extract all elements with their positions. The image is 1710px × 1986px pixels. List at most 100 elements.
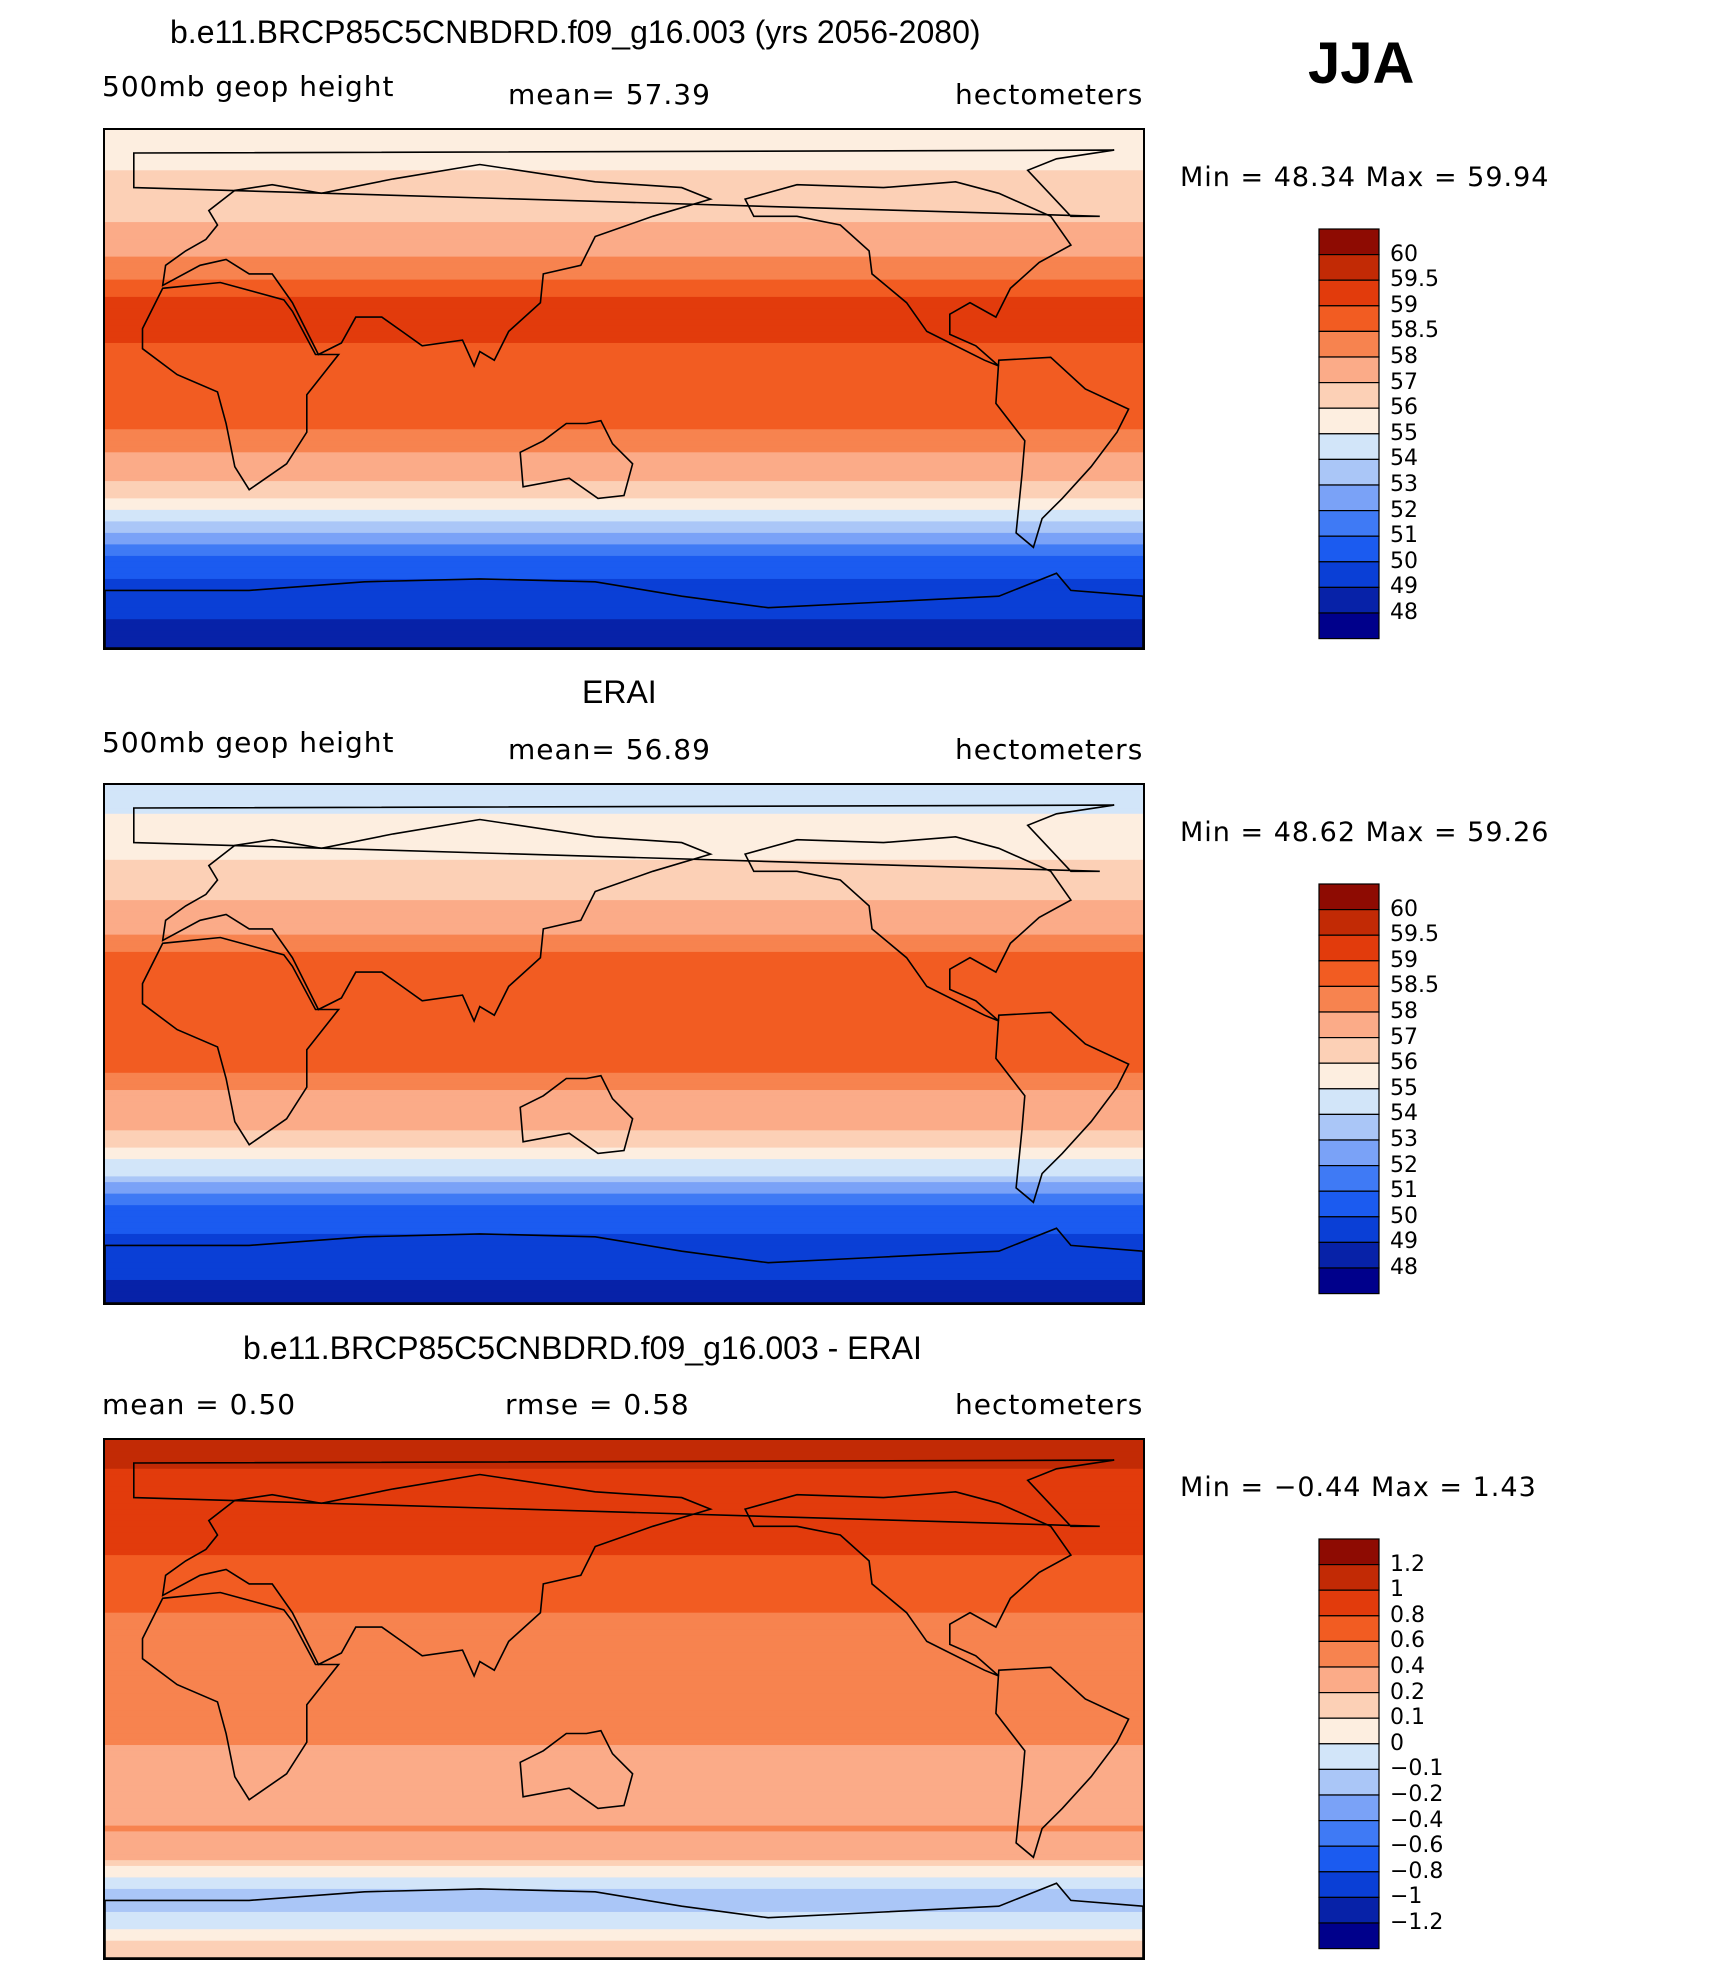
contour-band xyxy=(105,813,1143,821)
contour-band xyxy=(105,1888,1143,1896)
colorbar-tick-label: 59.5 xyxy=(1390,267,1439,293)
contour-band xyxy=(105,377,1143,384)
contour-band xyxy=(105,1555,1143,1562)
contour-band xyxy=(105,262,1143,269)
contour-band xyxy=(105,435,1143,442)
colorbar-swatch xyxy=(1318,1113,1380,1141)
contour-band xyxy=(105,578,1143,586)
contour-band xyxy=(105,1440,1143,1447)
contour-band xyxy=(105,1032,1143,1039)
contour-band xyxy=(105,992,1143,999)
colorbar-tick-label: −1 xyxy=(1390,1884,1423,1910)
contour-band xyxy=(105,1687,1143,1694)
contour-band xyxy=(105,1095,1143,1103)
colorbar-swatch xyxy=(1318,1794,1380,1822)
contour-band xyxy=(105,1176,1143,1183)
contour-band xyxy=(105,1595,1143,1602)
contour-band xyxy=(105,486,1143,494)
panel1-units-label: hectometers xyxy=(955,78,1144,111)
colorbar-tick-label: 59 xyxy=(1390,947,1418,973)
contour-band xyxy=(105,567,1143,574)
colorbar-swatch xyxy=(1318,612,1380,640)
contour-band xyxy=(105,1199,1143,1206)
contour-band xyxy=(105,1624,1143,1631)
colorbar-swatch xyxy=(1318,1267,1380,1295)
contour-band xyxy=(105,1543,1143,1550)
contour-band xyxy=(105,1842,1143,1850)
panel3-units-label: hectometers xyxy=(955,1388,1144,1421)
contour-band xyxy=(105,584,1143,592)
coastline xyxy=(105,1227,1143,1303)
contour-band xyxy=(105,865,1143,872)
colorbar-tick-label: 51 xyxy=(1390,523,1418,549)
contour-band xyxy=(105,216,1143,223)
contour-band xyxy=(105,383,1143,390)
contour-band xyxy=(105,1141,1143,1149)
colorbar-tick-label: 50 xyxy=(1390,548,1418,574)
contour-band xyxy=(105,440,1143,448)
contour-band xyxy=(105,1503,1143,1510)
colorbar-swatch xyxy=(1318,586,1380,614)
contour-band xyxy=(105,1704,1143,1712)
contour-band xyxy=(105,1268,1143,1275)
contour-band xyxy=(105,1205,1143,1212)
contour-band xyxy=(105,1153,1143,1160)
contour-band xyxy=(105,1825,1143,1832)
coastline xyxy=(519,419,634,500)
contour-band xyxy=(105,527,1143,534)
season-label: JJA xyxy=(1308,31,1415,96)
panel1-map xyxy=(103,128,1145,650)
contour-band xyxy=(105,1618,1143,1625)
colorbar-tick-label: 56 xyxy=(1390,395,1418,421)
panel2-title: ERAI xyxy=(582,674,657,710)
contour-band xyxy=(105,894,1143,901)
contour-band xyxy=(105,1228,1143,1235)
contour-band xyxy=(105,624,1143,632)
contour-band xyxy=(105,1641,1143,1648)
contour-band xyxy=(105,1612,1143,1620)
contour-band xyxy=(105,905,1143,913)
contour-band xyxy=(105,831,1143,838)
contour-band xyxy=(105,613,1143,620)
contour-band xyxy=(105,1291,1143,1298)
contour-band xyxy=(105,877,1143,884)
coastline xyxy=(995,1666,1130,1859)
contour-band xyxy=(105,1445,1143,1453)
contour-band xyxy=(105,917,1143,924)
colorbar-tick-label: 53 xyxy=(1390,1127,1418,1152)
contour-band xyxy=(105,1727,1143,1735)
colorbar-tick-label: 54 xyxy=(1390,1101,1418,1127)
colorbar-swatch xyxy=(1318,1088,1380,1116)
contour-band xyxy=(105,1279,1143,1287)
contour-band xyxy=(105,1193,1143,1200)
colorbar-swatch xyxy=(1318,1692,1380,1719)
coastline xyxy=(161,163,713,369)
contour-band xyxy=(105,1067,1143,1074)
colorbar-tick-label: 52 xyxy=(1390,1152,1418,1178)
colorbar-swatch xyxy=(1318,458,1380,486)
contour-band xyxy=(105,1187,1143,1195)
contour-band xyxy=(105,555,1143,563)
contour-band xyxy=(105,279,1143,286)
contour-band xyxy=(105,1124,1143,1131)
contour-band xyxy=(105,1664,1143,1671)
panel3-minmax: Min = −0.44 Max = 1.43 xyxy=(1180,1472,1537,1503)
contour-band xyxy=(105,1457,1143,1464)
colorbar-tick-label: −0.1 xyxy=(1390,1756,1444,1782)
contour-band xyxy=(105,1658,1143,1666)
contour-band xyxy=(105,636,1143,643)
contour-band xyxy=(105,1670,1143,1677)
contour-band xyxy=(105,1090,1143,1097)
contour-band xyxy=(105,187,1143,194)
contour-band xyxy=(105,1566,1143,1573)
contour-band xyxy=(105,1796,1143,1804)
colorbar-tick-label: −0.6 xyxy=(1390,1833,1444,1859)
contour-band xyxy=(105,951,1143,959)
contour-band xyxy=(105,1233,1143,1241)
colorbar-swatch xyxy=(1318,1871,1380,1898)
coastline xyxy=(743,1490,1073,1677)
contour-band xyxy=(105,1756,1143,1763)
contour-band xyxy=(105,1583,1143,1591)
contour-band xyxy=(105,642,1143,648)
contour-band xyxy=(105,1865,1143,1873)
